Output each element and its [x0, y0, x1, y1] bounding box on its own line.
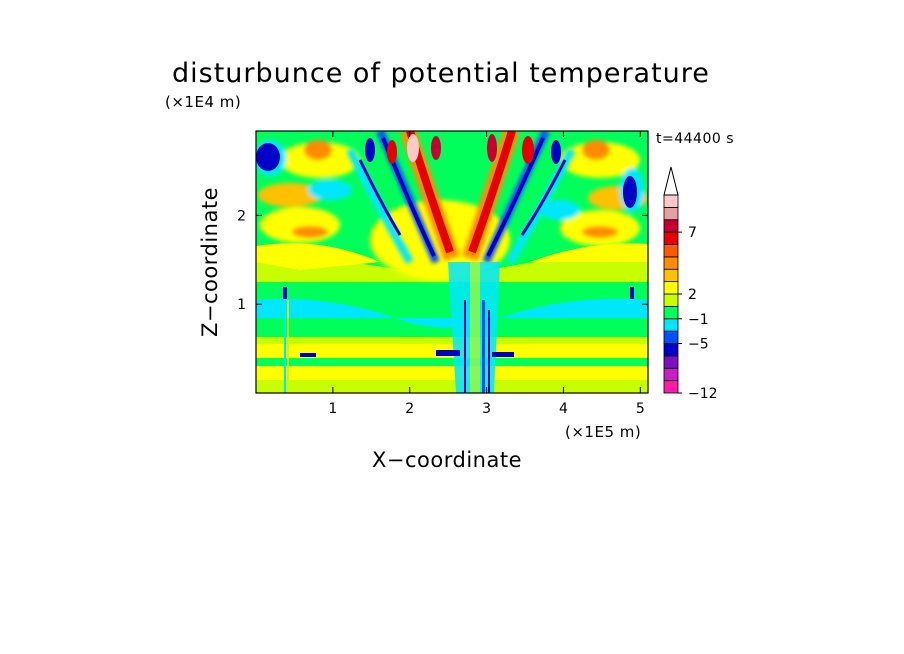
field-column — [488, 310, 490, 393]
colorbar-swatch — [663, 231, 679, 245]
field-streak — [436, 350, 460, 356]
field-column — [470, 262, 480, 393]
field-blob — [407, 134, 419, 162]
plot-frame — [255, 130, 649, 394]
x-axis-label: X−coordinate — [372, 448, 522, 472]
colorbar-swatch — [663, 268, 679, 283]
field-blob — [365, 138, 375, 162]
field-ray — [358, 159, 402, 236]
colorbar-swatch — [663, 293, 679, 307]
field-ray — [346, 148, 414, 264]
field-streak — [492, 352, 514, 357]
field-blob — [256, 143, 280, 171]
x-axis: 1 2 3 4 5 — [328, 131, 645, 417]
colorbar: 7 2 −1 −5 −12 — [663, 166, 718, 402]
colorbar-swatch — [663, 219, 679, 233]
colorbar-swatch — [663, 305, 679, 320]
colorbar-label: −12 — [688, 386, 718, 402]
colorbar-swatch — [663, 330, 679, 344]
x-tick-label: 5 — [636, 401, 645, 417]
field-band — [256, 380, 648, 393]
field-blob — [260, 207, 340, 243]
field-band — [256, 337, 648, 344]
x-tick-label: 4 — [559, 401, 568, 417]
colorbar-swatch — [663, 355, 679, 369]
colorbar-swatch — [663, 281, 679, 295]
field-blob — [582, 140, 610, 160]
field-streak — [283, 287, 287, 299]
colorbar-swatch — [663, 380, 679, 394]
field-blob — [487, 134, 497, 162]
field-column — [284, 300, 286, 393]
field-ray — [468, 131, 516, 254]
field-streak — [300, 353, 316, 357]
field-ray — [486, 137, 545, 257]
field-band — [256, 359, 648, 366]
field-ray — [520, 159, 567, 236]
field-column — [464, 300, 466, 393]
colorbar-swatch — [663, 367, 679, 382]
colorbar-label: 2 — [688, 287, 697, 303]
field-band — [256, 298, 648, 328]
field-band — [256, 243, 380, 270]
colorbar-swatch — [663, 244, 679, 258]
y-tick-label: 1 — [237, 297, 246, 313]
colorbar-extend-arrow — [663, 166, 679, 196]
x-tick-label: 3 — [482, 401, 491, 417]
colorbar-label: 7 — [688, 225, 697, 241]
y-axis-unit: (×1E4 m) — [165, 93, 242, 111]
field-blob — [582, 226, 618, 238]
field-blob — [540, 200, 580, 220]
field-blob — [258, 183, 322, 207]
field-column — [287, 300, 289, 393]
y-tick-label: 2 — [237, 208, 246, 224]
field-blob — [292, 226, 328, 238]
colorbar-label: −5 — [688, 337, 709, 353]
colorbar-swatch — [663, 318, 679, 332]
field-streak — [630, 287, 634, 299]
colorbar-swatch — [663, 343, 679, 357]
colorbar-swatch — [663, 206, 679, 221]
field-blob — [522, 136, 534, 164]
field-band — [256, 366, 648, 380]
field-blob — [304, 140, 332, 160]
field-column — [482, 300, 485, 393]
field-blob — [431, 136, 441, 160]
field-band — [530, 243, 648, 262]
time-label: t=44400 s — [656, 131, 734, 147]
field-blob — [560, 142, 640, 178]
x-tick-label: 1 — [328, 401, 337, 417]
chart-title: disturbunce of potential temperature — [172, 58, 710, 89]
x-axis-unit: (×1E5 m) — [565, 423, 642, 441]
field-blob — [280, 142, 360, 178]
colorbar-swatch — [663, 256, 679, 270]
y-axis: 12 — [237, 208, 648, 313]
field-blob — [387, 140, 397, 164]
y-axis-label: Z−coordinate — [198, 187, 222, 337]
colorbar-swatch — [663, 194, 679, 208]
heatmap-field — [256, 131, 648, 393]
field-blob — [623, 176, 637, 208]
colorbar-label: −1 — [688, 312, 709, 328]
x-tick-label: 2 — [405, 401, 414, 417]
field-blob — [551, 140, 561, 164]
field-blob — [308, 180, 352, 200]
